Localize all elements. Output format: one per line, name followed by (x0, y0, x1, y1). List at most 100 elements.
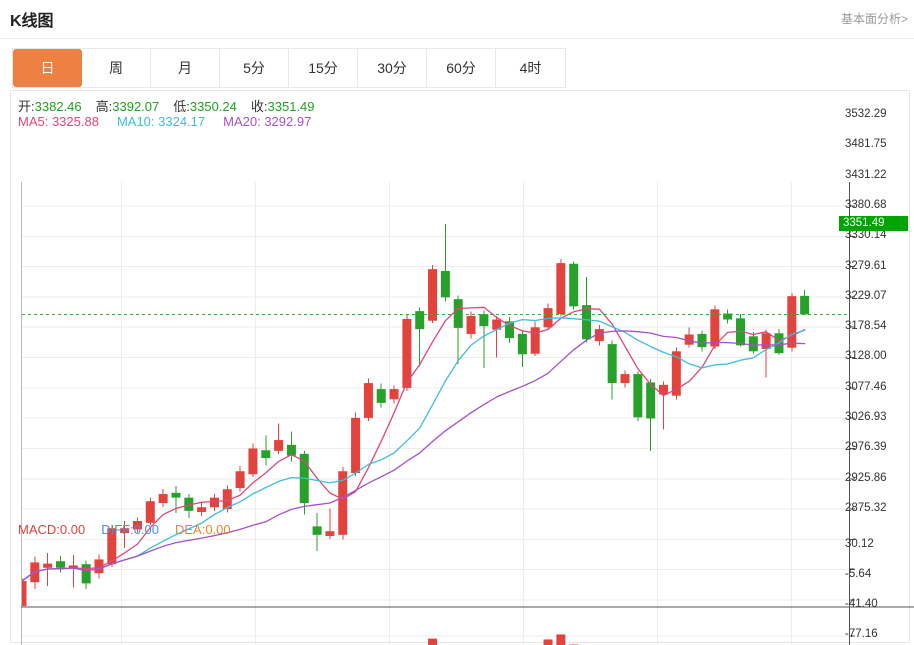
main-ytick-5: 3279.61 (845, 259, 887, 272)
main-ytick-10: 3026.93 (845, 411, 887, 424)
ma10-line (21, 317, 806, 582)
candle-body-down (184, 497, 194, 511)
macd-ytick-3: -77.16 (845, 628, 878, 640)
candle-body-down (81, 564, 91, 584)
ohlc-label-2: 低: (173, 99, 190, 114)
candle-body-up (389, 389, 399, 400)
ohlc-legend: 开:3382.46 高:3392.07 低:3350.24 收:3351.49 (18, 96, 329, 115)
candle-body-up (120, 528, 130, 534)
period-tabbar: 日周月 5分 15分 30分 60分 4时 (12, 48, 566, 88)
candle-body-up (274, 440, 284, 451)
candle-body-up (530, 327, 540, 354)
candle-body-down (376, 389, 386, 403)
main-ytick-6: 3229.07 (845, 289, 887, 302)
fundamental-analysis-link[interactable]: 基本面分析> (840, 12, 908, 26)
ohlc-value-3: 3351.49 (267, 99, 315, 114)
candle-body-up (787, 296, 797, 348)
candle-body-down (453, 299, 463, 328)
page-title: K线图 (10, 13, 54, 30)
tab-月[interactable]: 月 (151, 49, 220, 87)
candle-body-up (43, 563, 53, 568)
candle-body-up (710, 309, 720, 347)
ma-legend: MA5: 3325.88 MA10: 3324.17 MA20: 3292.97 (18, 114, 329, 129)
ohlc-label-3: 收: (250, 99, 268, 114)
candle-body-up (659, 384, 668, 395)
candle-body-up (761, 333, 771, 349)
candle-body-down (171, 492, 181, 498)
macd-ytick-2: -41.40 (845, 598, 878, 610)
tab-30分[interactable]: 30分 (358, 49, 427, 87)
macd-bar-positive (556, 634, 566, 645)
candle-body-up (209, 497, 219, 508)
candle-body-up (21, 581, 27, 606)
candle-body-down (646, 382, 656, 419)
tab-60分[interactable]: 60分 (427, 49, 496, 87)
candle-body-down (505, 321, 515, 339)
candle-body-down (261, 450, 271, 459)
candle-body-down (312, 526, 322, 535)
main-ytick-8: 3128.00 (845, 350, 887, 363)
ma20-line (21, 330, 806, 582)
tab-日[interactable]: 日 (13, 49, 82, 87)
macd-legend-item-1: DIFF:0.00 (101, 522, 159, 537)
candle-body-up (222, 489, 232, 510)
candle-body-down (800, 295, 810, 315)
chart-container[interactable] (10, 90, 914, 645)
ma-legend-item-0: MA5: 3325.88 (18, 114, 99, 129)
candle-body-down (479, 314, 489, 327)
candle-body-up (428, 269, 438, 321)
candle-body-down (517, 333, 527, 355)
main-ytick-1: 3481.75 (845, 138, 887, 151)
tab-5分[interactable]: 5分 (220, 49, 289, 87)
tab-15分[interactable]: 15分 (289, 49, 358, 87)
main-ytick-7: 3178.54 (845, 320, 887, 333)
macd-ytick-1: -5.64 (845, 568, 872, 580)
candle-body-down (697, 333, 707, 348)
ma-legend-item-1: MA10: 3324.17 (116, 114, 206, 129)
candle-body-up (351, 417, 361, 474)
ohlc-label-1: 高: (95, 99, 113, 114)
candle-body-up (363, 383, 373, 418)
candle-body-up (235, 471, 245, 489)
macd-bar-positive (428, 638, 438, 645)
kline-chart-canvas[interactable] (11, 91, 914, 645)
candle-body-up (325, 531, 335, 537)
main-ytick-9: 3077.46 (845, 380, 887, 393)
candle-body-up (107, 528, 117, 565)
candle-body-down (55, 561, 65, 568)
main-ytick-13: 2875.32 (845, 502, 887, 514)
main-ytick-2: 3431.22 (845, 168, 887, 181)
candle-body-up (671, 351, 681, 396)
macd-bar-positive (543, 639, 553, 645)
candle-body-up (197, 507, 207, 513)
candle-body-up (684, 334, 694, 345)
main-panel (21, 224, 810, 606)
tab-4时[interactable]: 4时 (496, 49, 565, 87)
candle-body-up (132, 521, 142, 530)
candle-body-up (466, 315, 476, 334)
candle-body-down (415, 311, 425, 330)
candle-body-up (158, 494, 168, 504)
candle-body-down (440, 270, 450, 298)
macd-legend-item-0: MACD:0.00 (18, 522, 86, 537)
candle-body-up (94, 559, 104, 574)
main-ytick-12: 2925.86 (845, 471, 887, 484)
ohlc-label-0: 开: (18, 99, 35, 114)
last-price-badge: 3351.49 (839, 216, 908, 232)
candle-body-down (748, 336, 758, 352)
main-ytick-11: 2976.39 (845, 441, 887, 454)
candle-body-up (492, 319, 502, 330)
macd-legend-item-2: DEA:0.00 (175, 522, 231, 537)
candle-body-up (338, 471, 348, 535)
main-ytick-4: 3330.14 (845, 229, 887, 242)
ma5-line (21, 306, 806, 582)
candle-body-down (607, 344, 617, 384)
ma-legend-item-2: MA20: 3292.97 (223, 114, 312, 129)
candle-body-down (569, 263, 579, 307)
candle-body-up (68, 565, 78, 569)
ohlc-value-1: 3392.07 (112, 99, 160, 114)
candle-body-down (723, 313, 733, 320)
ohlc-value-0: 3382.46 (34, 99, 82, 114)
candle-body-up (556, 263, 566, 315)
tab-周[interactable]: 周 (82, 49, 151, 87)
